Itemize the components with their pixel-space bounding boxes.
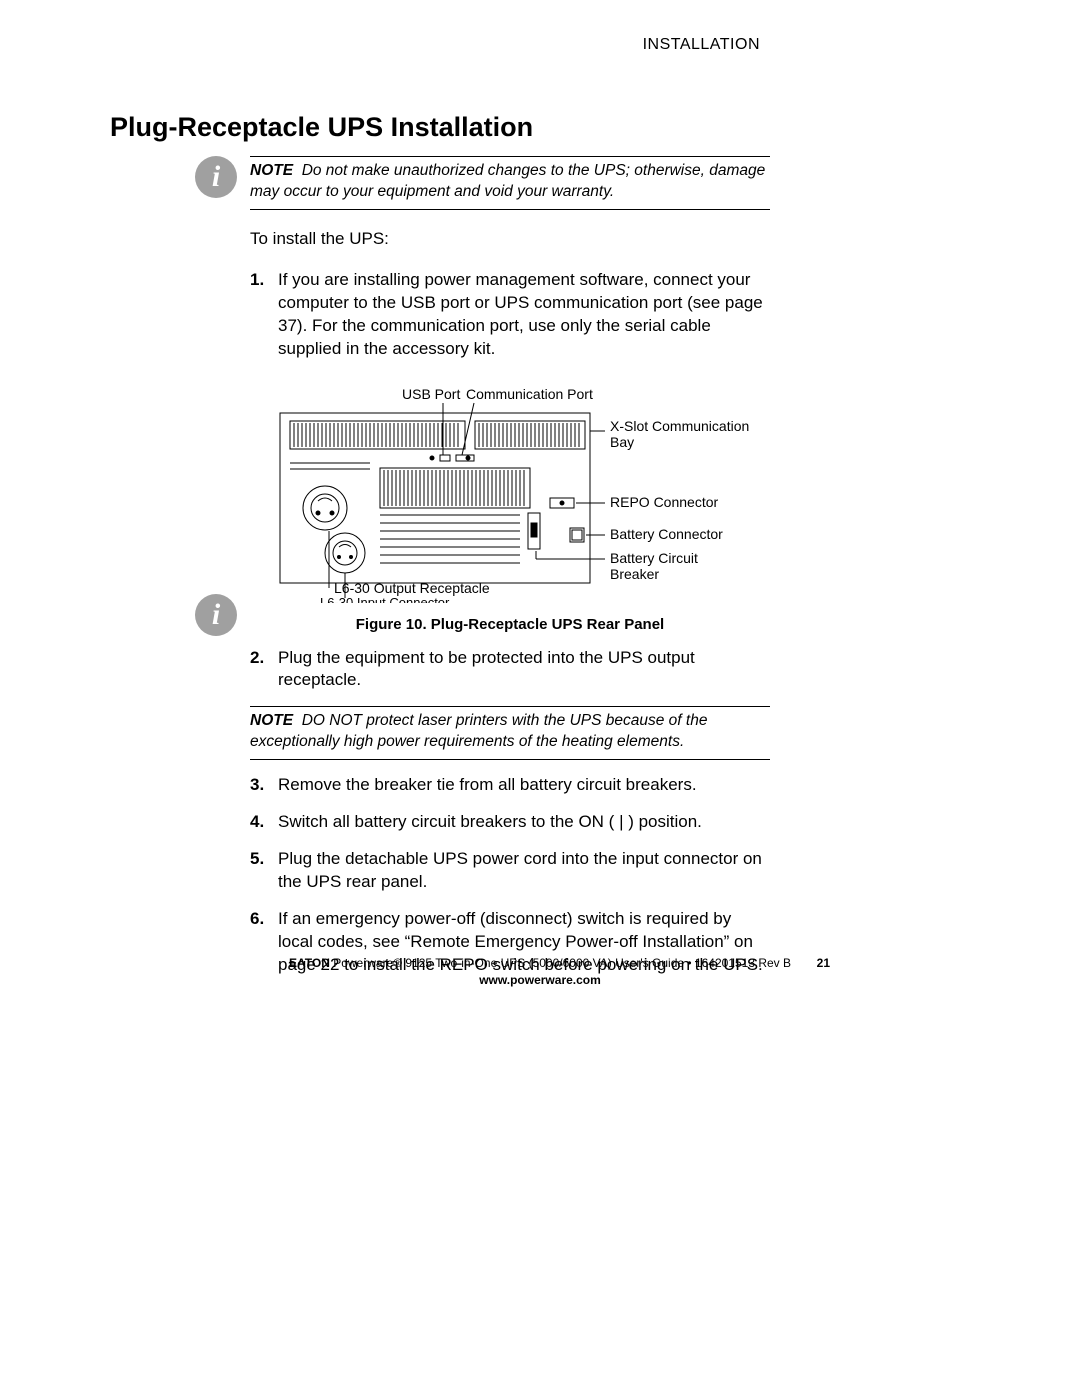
figure: USB Port Communication Port X-Slot Commu… — [250, 383, 770, 633]
label-usb: USB Port — [402, 386, 460, 402]
label-xslot2: Bay — [610, 434, 634, 450]
note-lead: NOTE — [250, 162, 293, 179]
footer: EATON Powerware® 9125 Two-in-One UPS (50… — [200, 955, 880, 989]
section-title: Plug-Receptacle UPS Installation — [110, 112, 533, 143]
info-icon: i — [195, 594, 237, 636]
page-number: 21 — [817, 955, 830, 972]
page: INSTALLATION Plug-Receptacle UPS Install… — [0, 0, 1080, 1397]
intro-text: To install the UPS: — [250, 228, 770, 251]
install-steps-cont2: Remove the breaker tie from all battery … — [250, 774, 770, 977]
note-box: NOTE DO NOT protect laser printers with … — [250, 706, 770, 760]
label-out1: L6-30 Output Receptacle — [334, 580, 490, 596]
running-head: INSTALLATION — [643, 36, 760, 54]
note-box: NOTE Do not make unauthorized changes to… — [250, 156, 770, 210]
label-battconn: Battery Connector — [610, 526, 723, 542]
label-out2: L6-30 Input Connector — [320, 595, 450, 603]
step-2: Plug the equipment to be protected into … — [250, 647, 770, 693]
step-4: Switch all battery circuit breakers to t… — [250, 811, 770, 834]
install-steps-cont: Plug the equipment to be protected into … — [250, 647, 770, 693]
note-text: DO NOT protect laser printers with the U… — [250, 712, 707, 750]
step-3: Remove the breaker tie from all battery … — [250, 774, 770, 797]
note-text: Do not make unauthorized changes to the … — [250, 162, 765, 200]
label-battbrk2: Breaker — [610, 566, 659, 582]
footer-line1: Powerware® 9125 Two-in-One UPS (5000/600… — [330, 956, 791, 970]
content-column: NOTE Do not make unauthorized changes to… — [250, 150, 770, 991]
footer-brand: EATON — [289, 956, 330, 970]
label-repo: REPO Connector — [610, 494, 718, 510]
install-steps: If you are installing power management s… — [250, 269, 770, 361]
step-5: Plug the detachable UPS power cord into … — [250, 848, 770, 894]
step-1: If you are installing power management s… — [250, 269, 770, 361]
label-xslot1: X-Slot Communication — [610, 418, 749, 434]
label-battbrk1: Battery Circuit — [610, 550, 698, 566]
rear-panel-diagram: USB Port Communication Port X-Slot Commu… — [250, 383, 750, 603]
footer-url: www.powerware.com — [479, 973, 601, 987]
note-lead: NOTE — [250, 712, 293, 729]
figure-caption: Figure 10. Plug-Receptacle UPS Rear Pane… — [250, 616, 770, 633]
info-icon: i — [195, 156, 237, 198]
label-comm: Communication Port — [466, 386, 593, 402]
